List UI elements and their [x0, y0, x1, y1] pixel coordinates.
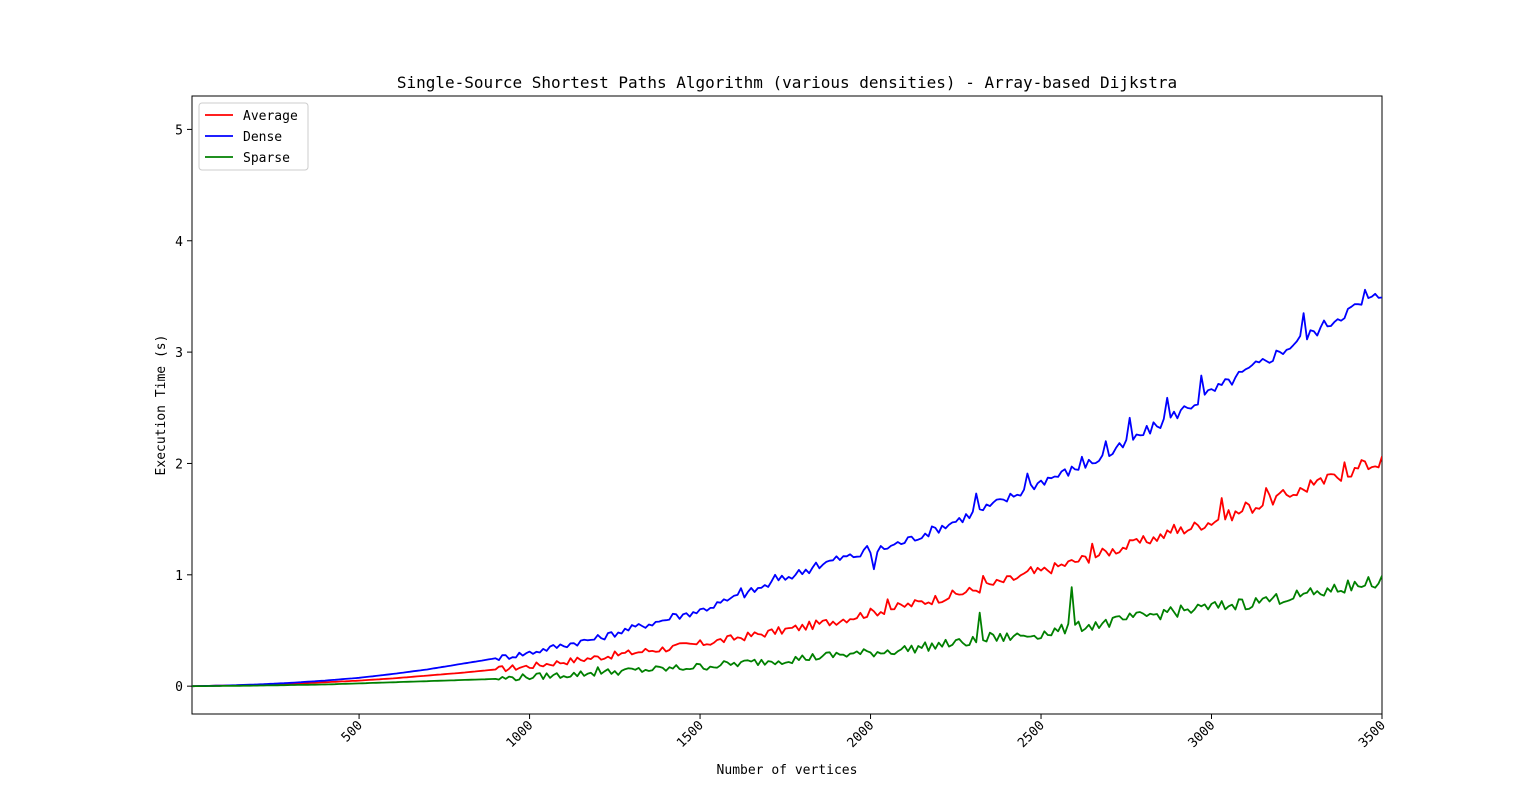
- plot-frame: [191, 95, 1383, 715]
- y-tick-label: 2: [175, 457, 183, 472]
- y-tick-label: 1: [175, 569, 183, 584]
- y-axis-label: Execution Time (s): [154, 335, 169, 476]
- legend: Average Dense Sparse: [198, 102, 309, 171]
- x-tick-label: 1000: [504, 718, 537, 751]
- x-tick-label: 3000: [1186, 718, 1219, 751]
- chart-title: Single-Source Shortest Paths Algorithm (…: [397, 73, 1177, 92]
- y-tick-label: 0: [175, 680, 183, 695]
- series-line-dense: [192, 288, 1382, 688]
- legend-label-sparse: Sparse: [243, 151, 290, 166]
- y-tick-label: 4: [175, 235, 183, 250]
- legend-label-dense: Dense: [243, 130, 282, 145]
- y-tick-label: 5: [175, 123, 183, 138]
- x-tick-label: 500: [339, 718, 366, 745]
- legend-label-average: Average: [243, 109, 298, 124]
- x-tick-label: 3500: [1356, 718, 1389, 751]
- x-tick-label: 2500: [1015, 718, 1048, 751]
- legend-box: [198, 102, 309, 171]
- series-line-sparse: [192, 575, 1382, 688]
- x-tick-label: 1500: [674, 718, 707, 751]
- y-tick-label: 3: [175, 346, 183, 361]
- x-axis-label: Number of vertices: [717, 763, 858, 778]
- series-line-average: [192, 456, 1382, 688]
- x-tick-label: 2000: [845, 718, 878, 751]
